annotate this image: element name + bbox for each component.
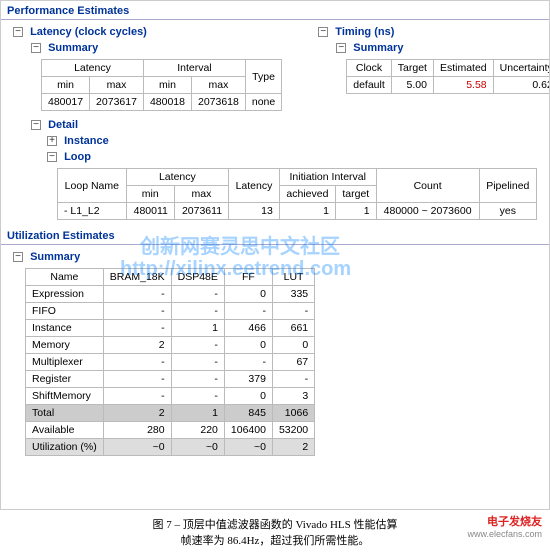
loop-th-pipe: Pipelined bbox=[479, 169, 536, 203]
latency-summary-table: Latency Interval Type min max min max 48… bbox=[41, 59, 282, 111]
table-row-utilpct: Utilization (%)~0~0~02 bbox=[26, 439, 315, 456]
table-row: Register--379- bbox=[26, 371, 315, 388]
lat-th-min2: min bbox=[143, 77, 191, 94]
table-row: ShiftMemory--03 bbox=[26, 388, 315, 405]
instance-label: Instance bbox=[64, 135, 109, 147]
lat-th-min1: min bbox=[42, 77, 90, 94]
table-row: Multiplexer---67 bbox=[26, 354, 315, 371]
table-row: - L1_L2 480011 2073611 13 1 1 480000 ~ 2… bbox=[58, 203, 537, 220]
loop-table: Loop Name Latency Latency Initiation Int… bbox=[57, 168, 537, 220]
perf-estimates-header: Performance Estimates bbox=[1, 1, 549, 20]
source-logo: 电子发烧友 www.elecfans.com bbox=[467, 513, 542, 539]
estimated-value: 5.58 bbox=[433, 77, 493, 94]
util-th-bram: BRAM_18K bbox=[103, 269, 171, 286]
loop-th-name: Loop Name bbox=[58, 169, 127, 203]
latency-block: − Latency (clock cycles) − Summary Laten… bbox=[7, 24, 282, 117]
toggle-detail[interactable]: − bbox=[31, 120, 41, 130]
toggle-loop[interactable]: − bbox=[47, 152, 57, 162]
toggle-latency[interactable]: − bbox=[13, 27, 23, 37]
loop-th-lat: Latency bbox=[229, 169, 280, 203]
lat-th-type: Type bbox=[245, 60, 281, 94]
table-row: 480017 2073617 480018 2073618 none bbox=[42, 94, 282, 111]
tim-th-target: Target bbox=[391, 60, 433, 77]
table-row: Available28022010640053200 bbox=[26, 422, 315, 439]
tim-th-unc: Uncertainty bbox=[493, 60, 550, 77]
timing-summary-label: Summary bbox=[353, 42, 403, 54]
lat-th-max1: max bbox=[90, 77, 144, 94]
utilization-table: Name BRAM_18K DSP48E FF LUT Expression--… bbox=[25, 268, 315, 456]
table-row: FIFO---- bbox=[26, 303, 315, 320]
util-th-dsp: DSP48E bbox=[171, 269, 224, 286]
lat-th-interval: Interval bbox=[143, 60, 245, 77]
report-panel: Performance Estimates − Latency (clock c… bbox=[0, 0, 550, 510]
timing-block: − Timing (ns) − Summary Clock Target Est… bbox=[312, 24, 550, 100]
toggle-timing-summary[interactable]: − bbox=[336, 43, 346, 53]
util-th-ff: FF bbox=[224, 269, 272, 286]
toggle-lat-summary[interactable]: − bbox=[31, 43, 41, 53]
tim-th-est: Estimated bbox=[433, 60, 493, 77]
table-row: default 5.00 5.58 0.62 bbox=[347, 77, 550, 94]
timing-header: Timing (ns) bbox=[335, 26, 394, 38]
loop-label: Loop bbox=[64, 151, 91, 163]
loop-th-latency: Latency bbox=[126, 169, 228, 186]
lat-th-max2: max bbox=[191, 77, 245, 94]
util-th-name: Name bbox=[26, 269, 104, 286]
latency-header: Latency (clock cycles) bbox=[30, 26, 147, 38]
util-summary-label: Summary bbox=[30, 251, 80, 263]
loop-th-count: Count bbox=[376, 169, 479, 203]
toggle-timing[interactable]: − bbox=[318, 27, 328, 37]
toggle-util-summary[interactable]: − bbox=[13, 252, 23, 262]
lat-summary-label: Summary bbox=[48, 42, 98, 54]
table-row: Memory2-00 bbox=[26, 337, 315, 354]
lat-th-latency: Latency bbox=[42, 60, 144, 77]
table-row-total: Total218451066 bbox=[26, 405, 315, 422]
table-row: Expression--0335 bbox=[26, 286, 315, 303]
loop-th-init: Initiation Interval bbox=[279, 169, 376, 186]
detail-label: Detail bbox=[48, 119, 78, 131]
util-th-lut: LUT bbox=[272, 269, 314, 286]
util-estimates-header: Utilization Estimates bbox=[1, 226, 549, 245]
tim-th-clock: Clock bbox=[347, 60, 392, 77]
timing-summary-table: Clock Target Estimated Uncertainty defau… bbox=[346, 59, 550, 94]
table-row: Instance-1466661 bbox=[26, 320, 315, 337]
toggle-instance[interactable]: + bbox=[47, 136, 57, 146]
